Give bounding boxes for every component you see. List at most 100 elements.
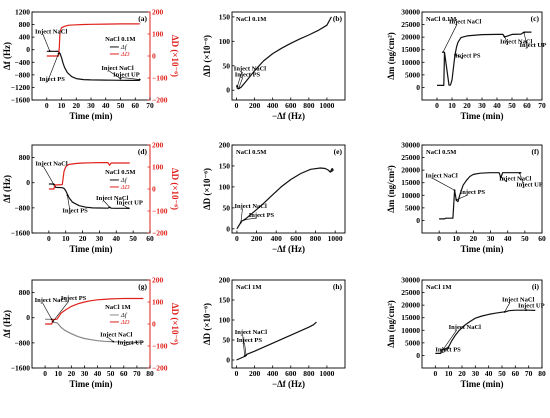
y2-axis-label: ΔD (×10⁻⁶)	[170, 303, 180, 345]
x-tick-label: 60	[523, 101, 531, 110]
annotation-label: Inject NaCl	[101, 65, 134, 72]
arrow-tip	[518, 172, 521, 175]
y-tick-label: 0	[416, 351, 420, 360]
y2-tick-label: 0	[152, 185, 156, 194]
annotation-label: Inject PS	[455, 52, 481, 59]
annotation-arrow	[52, 300, 70, 322]
y-tick-label: 15000	[401, 313, 420, 322]
x-axis-label: Time (min)	[69, 379, 112, 389]
x-tick-label: 600	[290, 234, 302, 243]
x-tick-label: 20	[79, 234, 87, 243]
y-tick-label: 100	[219, 37, 231, 46]
annotation-label: Inject PS	[62, 208, 88, 215]
y-axis-label: Δf (Hz)	[2, 175, 12, 203]
y2-axis-label: ΔD (×10⁻⁶)	[170, 168, 180, 210]
x-axis-label: Time (min)	[460, 244, 503, 254]
x-tick-label: 40	[504, 234, 512, 243]
arrow-tip	[48, 50, 51, 52]
arrow-tip	[239, 221, 242, 224]
plot-frame	[231, 279, 346, 369]
annotation-arrow	[443, 329, 457, 350]
concentration-label: NaCl 0.5M	[426, 149, 456, 156]
x-tick-label: 10	[58, 101, 66, 110]
x-tick-label: 1000	[319, 101, 334, 110]
annotation-label: Inject NaCl	[35, 160, 68, 167]
y-tick-label: −1600	[11, 364, 31, 373]
annotation-arrow	[443, 347, 449, 353]
annotation-arrow	[109, 70, 121, 79]
x-tick-label: 70	[538, 101, 546, 110]
x-tick-label: 30	[81, 369, 89, 378]
panel-f: 0 10 20 30 40 50 60 0 5000 10000 15000 20000 25000 30…	[386, 141, 546, 255]
y-tick-label: 0	[416, 83, 420, 92]
series-line-1	[236, 167, 334, 230]
annotation-label: Inject PS	[237, 337, 263, 344]
x-tick-label: 60	[512, 369, 520, 378]
plot-frame	[421, 279, 543, 369]
y-tick-label: 800	[19, 288, 31, 297]
y-tick-label: 0	[416, 216, 420, 225]
x-tick-label: 60	[120, 369, 128, 378]
arrow-tip	[503, 35, 506, 38]
y-axis-label: ΔD (×10⁻⁶)	[202, 303, 212, 345]
panel-label: (d)	[138, 147, 148, 156]
annotation-arrow	[504, 302, 511, 313]
y-tick-label: 150	[219, 296, 231, 305]
x-tick-label: 0	[437, 234, 441, 243]
x-tick-label: 0	[43, 369, 47, 378]
concentration-label: NaCl 1M	[426, 284, 451, 291]
annotation-arrow	[67, 195, 71, 214]
y-tick-label: 5000	[405, 70, 420, 79]
annotation-label: Inject NaCl	[502, 296, 535, 303]
annotation-label: Inject NaCl	[35, 297, 68, 304]
y-tick-label: 100	[219, 182, 231, 191]
annotation-label: Inject PS	[249, 212, 275, 219]
panel-label: (e)	[334, 147, 343, 156]
y-tick-label: 25000	[401, 20, 420, 29]
y-axis-label: Δf (Hz)	[2, 42, 12, 70]
arrow-tip	[525, 309, 527, 312]
annotation-label: Inject NaCl	[100, 332, 133, 339]
annotation-label: Inject NaCl	[234, 66, 267, 73]
series-line-1	[48, 183, 130, 209]
y2-tick-label: 100	[152, 30, 164, 39]
series-line-1	[46, 50, 140, 82]
annotation-label: Inject PS	[235, 72, 261, 79]
annotation-label: Inject UP	[113, 71, 140, 78]
arrow-tip	[442, 348, 445, 351]
annotation-label: Inject PS	[460, 189, 486, 196]
annotation-arrow	[107, 337, 114, 342]
annotation-arrow	[433, 178, 455, 191]
plot-frame	[231, 144, 346, 234]
series-line-1	[435, 309, 536, 354]
x-tick-label: 50	[498, 369, 506, 378]
annotation-arrow	[244, 217, 257, 220]
y-tick-label: 400	[19, 33, 31, 42]
series-line-2	[48, 162, 130, 190]
y-axis-label: Δm (ng/cm²)	[386, 300, 396, 348]
arrow-tip	[447, 346, 450, 349]
y2-tick-label: 0	[152, 320, 156, 329]
arrow-tip	[503, 311, 506, 313]
x-tick-label: 600	[285, 369, 297, 378]
panel-label: (f)	[532, 147, 540, 156]
annotation-label: Inject UP	[518, 303, 545, 310]
panel-label: (g)	[138, 282, 147, 291]
x-tick-label: 60	[146, 234, 154, 243]
legend-entry: ΔD	[120, 51, 130, 58]
x-tick-label: 10	[448, 101, 456, 110]
y-tick-label: 50	[223, 336, 231, 345]
legend-entry: Δf	[120, 312, 128, 319]
y2-tick-label: −100	[152, 342, 168, 351]
y2-tick-label: 100	[152, 163, 164, 172]
annotation-arrow	[454, 54, 464, 59]
annotation-label: Inject NaCl	[449, 324, 482, 331]
y-axis-label: Δm (ng/cm²)	[386, 165, 396, 213]
y-tick-label: 25000	[401, 153, 420, 162]
x-axis-label: Time (min)	[460, 111, 503, 121]
y-tick-label: −800	[14, 338, 30, 347]
y-tick-label: 0	[26, 45, 30, 54]
arrow-tip	[112, 340, 115, 343]
y2-tick-label: −200	[152, 229, 168, 238]
x-tick-label: 50	[508, 101, 516, 110]
